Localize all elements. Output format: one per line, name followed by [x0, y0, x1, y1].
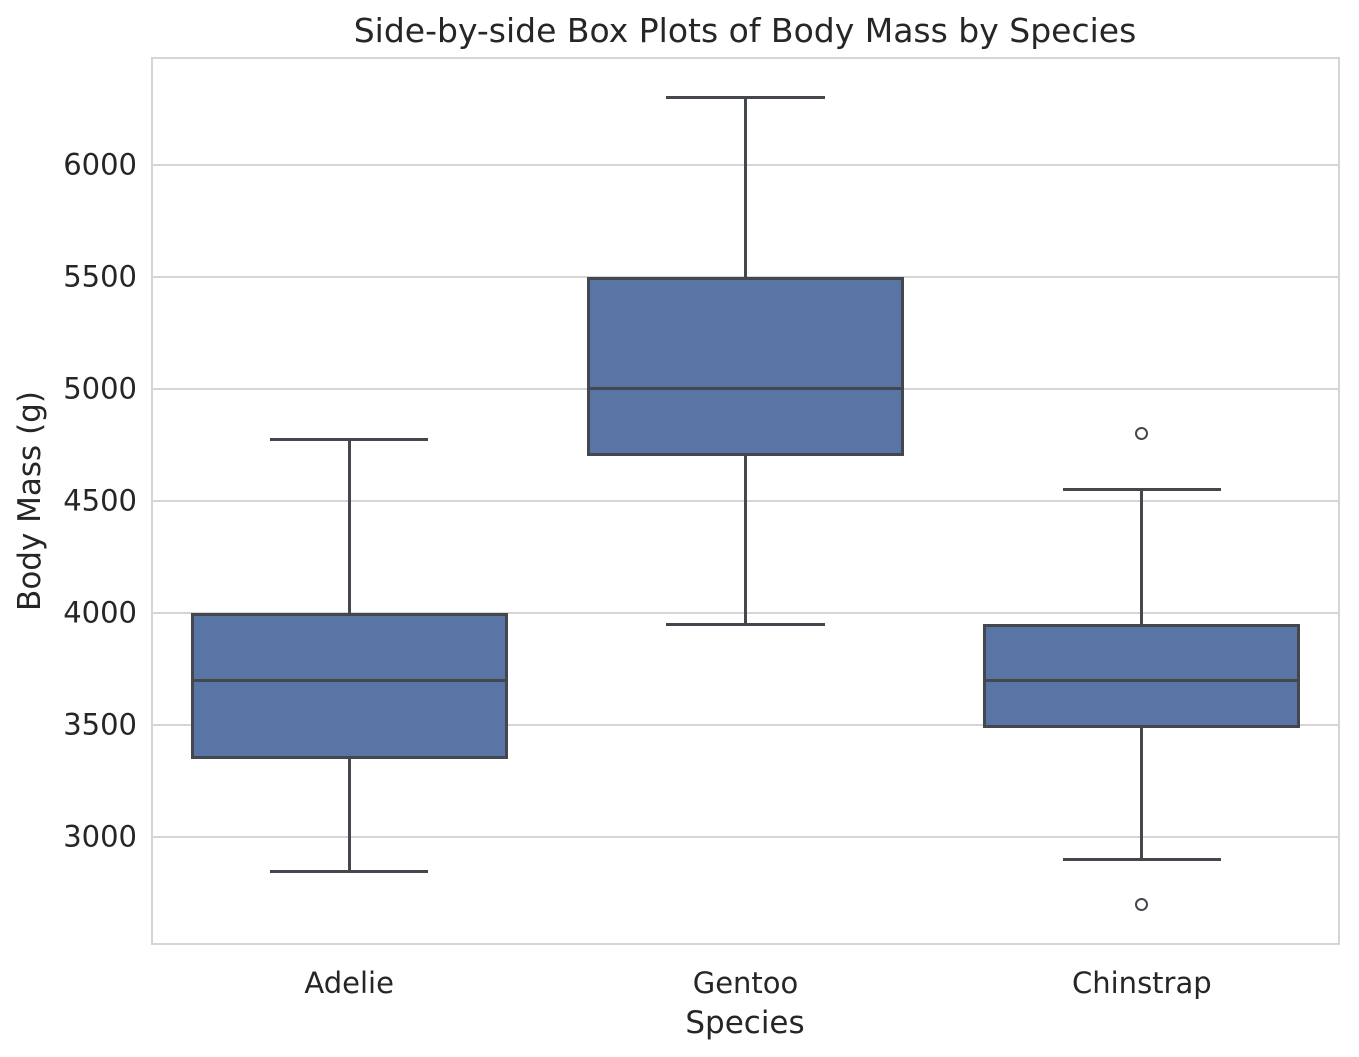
lower-whisker: [1140, 728, 1144, 860]
y-tick-label: 5500: [63, 259, 137, 294]
box-chinstrap: [983, 624, 1301, 729]
lower-whisker-cap: [666, 622, 825, 626]
y-tick-label: 6000: [63, 147, 137, 182]
y-tick-label: 4000: [63, 595, 137, 630]
x-tick-label: Gentoo: [692, 966, 799, 1000]
upper-whisker: [744, 97, 747, 277]
y-tick-label: 3000: [63, 819, 137, 854]
upper-whisker: [1140, 489, 1144, 625]
upper-whisker-cap: [1062, 488, 1222, 492]
y-tick-label: 4500: [63, 483, 137, 518]
y-tick-label: 3500: [63, 707, 137, 742]
x-tick-label: Chinstrap: [1072, 966, 1212, 1000]
x-axis-ticks: Adelie Gentoo Chinstrap: [151, 966, 1340, 1004]
lower-whisker-cap: [1062, 858, 1222, 862]
upper-whisker-cap: [269, 437, 429, 441]
median-line: [986, 678, 1298, 682]
median-line: [589, 387, 902, 391]
upper-whisker: [347, 439, 351, 614]
outlier-point: [1135, 898, 1149, 912]
gridline: [151, 724, 1340, 727]
gridline: [151, 836, 1340, 839]
x-tick-label: Adelie: [304, 966, 394, 1000]
y-tick-label: 5000: [63, 371, 137, 406]
lower-whisker: [744, 456, 747, 625]
outlier-point: [1135, 427, 1149, 441]
lower-whisker: [347, 758, 351, 871]
box-gentoo: [586, 276, 905, 457]
upper-whisker-cap: [666, 95, 825, 99]
plot-area: [151, 57, 1340, 945]
y-axis-ticks: 3000 3500 4000 4500 5000 5500 6000: [0, 57, 137, 945]
median-line: [193, 678, 505, 682]
lower-whisker-cap: [269, 869, 429, 873]
x-axis-label: Species: [685, 1005, 805, 1041]
box-adelie: [190, 613, 508, 759]
chart-title: Side-by-side Box Plots of Body Mass by S…: [353, 11, 1137, 50]
